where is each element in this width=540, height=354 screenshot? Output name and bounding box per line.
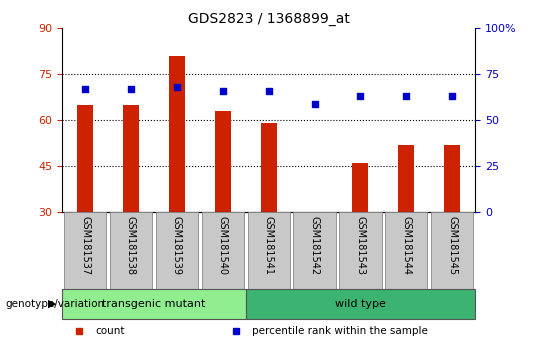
Bar bbox=[339, 212, 382, 289]
Point bbox=[448, 93, 456, 99]
Text: wild type: wild type bbox=[335, 298, 386, 309]
Point bbox=[356, 93, 365, 99]
Bar bbox=[399, 145, 414, 212]
Bar bbox=[247, 212, 290, 289]
Text: GSM181543: GSM181543 bbox=[355, 216, 366, 275]
Text: percentile rank within the sample: percentile rank within the sample bbox=[252, 326, 428, 336]
Bar bbox=[110, 212, 152, 289]
Bar bbox=[201, 212, 244, 289]
Point bbox=[126, 86, 135, 92]
Text: GSM181537: GSM181537 bbox=[80, 216, 90, 275]
Text: genotype/variation: genotype/variation bbox=[5, 298, 105, 309]
Point bbox=[172, 84, 181, 90]
Bar bbox=[77, 105, 93, 212]
Bar bbox=[353, 163, 368, 212]
Bar bbox=[261, 124, 276, 212]
Text: GSM181539: GSM181539 bbox=[172, 216, 182, 275]
Bar bbox=[246, 289, 475, 319]
Bar bbox=[123, 105, 139, 212]
Bar bbox=[62, 289, 246, 319]
Text: GSM181538: GSM181538 bbox=[126, 216, 136, 275]
Bar bbox=[444, 145, 460, 212]
Point bbox=[265, 88, 273, 94]
Bar bbox=[169, 56, 185, 212]
Text: count: count bbox=[95, 326, 125, 336]
Point bbox=[402, 93, 410, 99]
Title: GDS2823 / 1368899_at: GDS2823 / 1368899_at bbox=[188, 12, 349, 26]
Text: transgenic mutant: transgenic mutant bbox=[102, 298, 206, 309]
Bar bbox=[64, 212, 106, 289]
Text: GSM181545: GSM181545 bbox=[447, 216, 457, 275]
Point bbox=[218, 88, 227, 94]
Text: GSM181544: GSM181544 bbox=[401, 216, 411, 275]
Point bbox=[310, 101, 319, 107]
Text: GSM181540: GSM181540 bbox=[218, 216, 228, 275]
Bar bbox=[293, 212, 336, 289]
Text: GSM181542: GSM181542 bbox=[309, 216, 320, 275]
Text: ▶: ▶ bbox=[48, 298, 57, 309]
Bar bbox=[215, 111, 231, 212]
Bar bbox=[156, 212, 198, 289]
Text: GSM181541: GSM181541 bbox=[264, 216, 274, 275]
Point bbox=[81, 86, 90, 92]
Bar bbox=[431, 212, 474, 289]
Bar bbox=[385, 212, 428, 289]
